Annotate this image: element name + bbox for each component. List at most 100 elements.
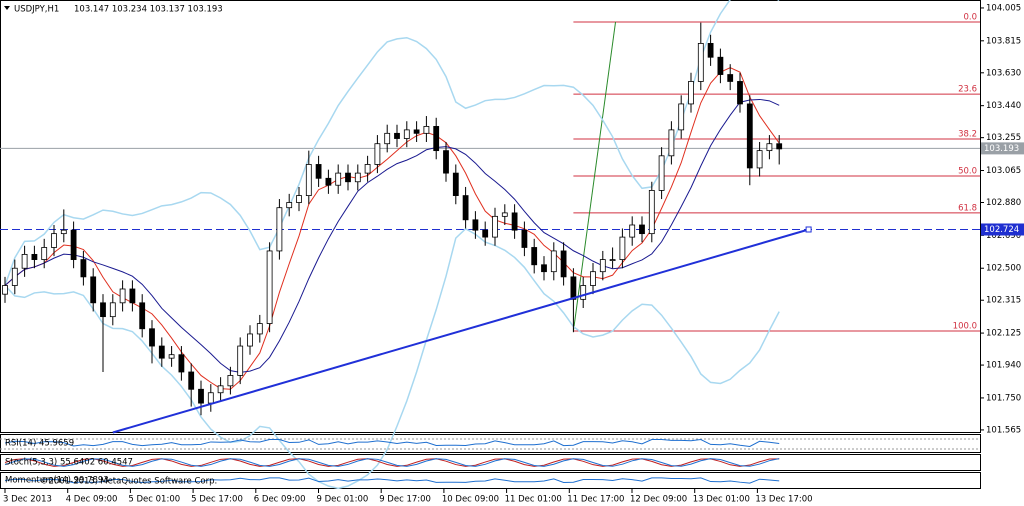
candle-body (668, 129, 675, 157)
candle-body (315, 164, 322, 179)
price-label: 103.193 (984, 144, 1019, 154)
moving-average-slow (4, 98, 780, 373)
x-tick-label: 13 Dec 17:00 (755, 495, 812, 505)
candle-body (658, 155, 665, 191)
y-tick-label: 103.255 (986, 133, 1021, 143)
fib-label: 50.0 (958, 167, 977, 177)
candle-body (452, 172, 459, 196)
candle-body (139, 302, 146, 330)
candle-body (766, 143, 773, 152)
candle-body (188, 371, 195, 390)
candle-body (345, 172, 351, 183)
y-tick-label: 103.440 (986, 101, 1021, 111)
candle-body (296, 195, 302, 203)
y-tick-label: 103.630 (986, 68, 1021, 78)
y-tick-label: 102.690 (986, 231, 1021, 241)
candle-body (384, 132, 391, 145)
main-panel (0, 0, 981, 433)
candle-body (90, 276, 97, 304)
y-tick-label: 101.565 (986, 425, 1021, 435)
candle-body (178, 354, 185, 373)
candle-body (697, 43, 704, 82)
fib-swing (572, 21, 617, 332)
x-tick-label: 5 Dec 01:00 (128, 495, 180, 505)
candle-body (276, 207, 283, 252)
candle-body (639, 224, 645, 235)
x-tick-label: 11 Dec 17:00 (567, 495, 624, 505)
candle-body (403, 129, 410, 139)
indicator-label: Momentum(14) 99.7893 (5, 476, 109, 486)
candle-body (531, 247, 538, 266)
candle-body (413, 129, 420, 134)
candle-body (149, 328, 155, 347)
candle-body (325, 177, 332, 186)
y-tick-label: 104.005 (986, 3, 1021, 13)
candle-body (207, 392, 214, 404)
y-tick-label: 102.315 (986, 296, 1021, 306)
indicator-line (4, 458, 780, 467)
candle-body (394, 132, 400, 139)
copyright: ©2001-2013, MetaQuotes Software Corp. (40, 477, 217, 487)
quote: 103.147 103.234 103.137 103.193 (74, 5, 223, 15)
candle-body (158, 345, 165, 359)
candle-body (550, 250, 557, 273)
indicator-line (4, 477, 780, 484)
indicator-label: RSI(14) 45.9659 (5, 439, 74, 449)
candle-body (11, 267, 18, 286)
fib-label: 0.0 (963, 12, 977, 22)
candle-body (354, 172, 361, 183)
candle-body (364, 164, 371, 174)
candle-body (727, 74, 734, 82)
candle-body (335, 172, 342, 186)
candle-body (648, 190, 655, 235)
candle-body (41, 247, 48, 260)
candle-body (266, 250, 273, 324)
candle-body (374, 143, 381, 165)
candle-body (717, 56, 724, 75)
candle-body (70, 229, 77, 260)
candle-body (580, 285, 587, 300)
candle-body (737, 81, 743, 105)
candle-body (501, 212, 508, 217)
candle-body (462, 195, 469, 221)
y-tick-label: 102.125 (986, 329, 1021, 339)
bollinger-upper (4, 0, 780, 286)
x-tick-label: 3 Dec 2013 (3, 495, 52, 505)
y-tick-label: 103.815 (986, 36, 1021, 46)
candle-body (482, 229, 489, 238)
x-tick-label: 12 Dec 09:00 (630, 495, 687, 505)
candle-body (129, 288, 136, 304)
candle-body (80, 259, 87, 278)
candle-body (599, 259, 606, 273)
candle-body (217, 385, 224, 394)
indicator-line (4, 438, 780, 448)
candle-body (629, 224, 636, 238)
candle-body (619, 236, 626, 260)
candle-body (21, 253, 28, 269)
candle-body (51, 233, 57, 248)
candle-body (60, 229, 67, 235)
indicator-line (4, 458, 780, 467)
candle-body (119, 288, 126, 304)
candle-body (109, 302, 116, 318)
candle-body (560, 250, 567, 278)
candle-body (237, 345, 244, 376)
candle-body (688, 81, 694, 105)
trendline (112, 228, 809, 434)
candle-body (305, 164, 312, 196)
candle-body (247, 333, 253, 347)
candle-body (511, 212, 518, 231)
candle-body (746, 103, 753, 169)
candle-body (492, 215, 498, 238)
momentum-panel (0, 472, 981, 489)
candle-body (168, 354, 175, 359)
rsi-panel (0, 434, 981, 453)
candle-body (31, 253, 38, 260)
candle-body (678, 103, 685, 131)
candle-body (756, 150, 763, 169)
y-tick-label: 103.065 (986, 166, 1021, 176)
candle-body (541, 264, 547, 273)
x-tick-label: 6 Dec 09:00 (254, 495, 306, 505)
